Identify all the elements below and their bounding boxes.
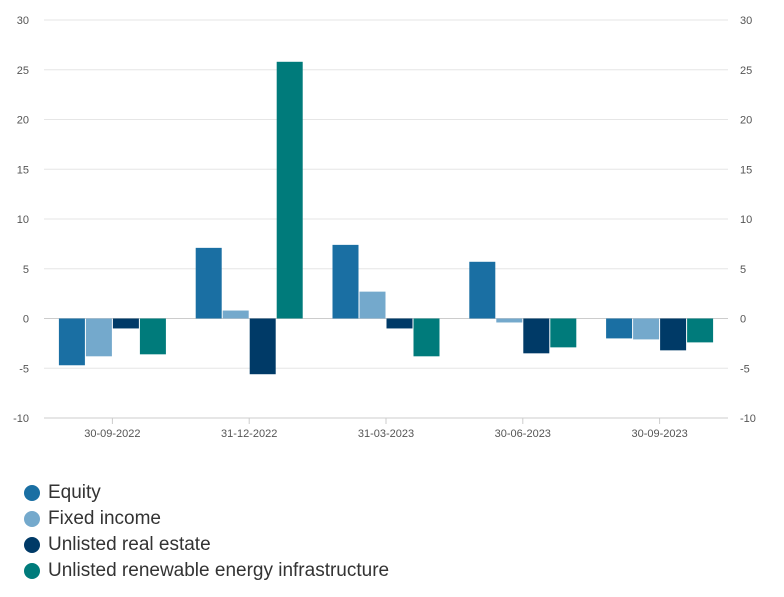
y-tick-label-left: 20: [17, 115, 29, 127]
y-tick-label-left: -10: [13, 413, 29, 425]
legend-dot-icon: [24, 485, 40, 501]
bars: [58, 61, 714, 375]
x-tick-label: 31-12-2022: [221, 428, 277, 440]
legend-label: Fixed income: [48, 508, 161, 529]
y-tick-label-right: 0: [740, 314, 746, 326]
bar-unlisted-real-estate[interactable]: [386, 318, 413, 329]
bar-equity[interactable]: [332, 244, 359, 319]
y-tick-label-right: 10: [740, 214, 752, 226]
legend-label: Unlisted real estate: [48, 534, 211, 555]
legend-dot-icon: [24, 537, 40, 553]
bar-fixed-income[interactable]: [85, 318, 112, 357]
legend-item[interactable]: Unlisted renewable energy infrastructure: [24, 558, 389, 584]
legend: Equity Fixed income Unlisted real estate Un…: [24, 480, 389, 584]
y-tick-label-right: 15: [740, 164, 752, 176]
bar-unlisted-renewable-energy-infrastructure[interactable]: [550, 318, 577, 348]
bar-unlisted-real-estate[interactable]: [249, 318, 276, 375]
y-tick-label-left: 5: [23, 264, 29, 276]
bar-fixed-income[interactable]: [359, 291, 386, 319]
bar-unlisted-renewable-energy-infrastructure[interactable]: [687, 318, 714, 343]
bar-equity[interactable]: [469, 261, 496, 319]
x-tick-label: 30-09-2023: [631, 428, 687, 440]
x-tick-label: 31-03-2023: [358, 428, 414, 440]
y-tick-label-right: 30: [740, 15, 752, 27]
y-tick-label-right: -5: [740, 363, 750, 375]
legend-label: Unlisted renewable energy infrastructure: [48, 560, 390, 581]
x-tick-label: 30-06-2023: [495, 428, 551, 440]
bar-unlisted-renewable-energy-infrastructure[interactable]: [139, 318, 166, 355]
bar-unlisted-renewable-energy-infrastructure[interactable]: [276, 61, 303, 319]
bar-fixed-income[interactable]: [496, 318, 523, 323]
legend-item[interactable]: Equity: [24, 480, 389, 506]
y-tick-label-right: 25: [740, 65, 752, 77]
y-tick-label-left: 30: [17, 15, 29, 27]
y-tick-label-left: -5: [19, 363, 29, 375]
bar-unlisted-real-estate[interactable]: [523, 318, 550, 354]
grid: [44, 19, 728, 419]
bar-unlisted-real-estate[interactable]: [112, 318, 139, 329]
y-tick-label-left: 0: [23, 314, 29, 326]
bar-equity[interactable]: [195, 247, 222, 319]
bar-unlisted-real-estate[interactable]: [660, 318, 687, 351]
legend-item[interactable]: Fixed income: [24, 506, 389, 532]
bar-fixed-income[interactable]: [222, 310, 249, 319]
bar-equity[interactable]: [606, 318, 633, 339]
bar-fixed-income[interactable]: [633, 318, 660, 340]
legend-label: Equity: [48, 482, 101, 503]
y-tick-label-left: 25: [17, 65, 29, 77]
axes: -10 -10 -5 -5 0 0 5 5 10 10 15 15 20 20 25 25 30 30 30-09-…: [13, 15, 756, 440]
legend-dot-icon: [24, 563, 40, 579]
y-tick-label-right: 5: [740, 264, 746, 276]
bar-unlisted-renewable-energy-infrastructure[interactable]: [413, 318, 440, 357]
bar-equity[interactable]: [58, 318, 85, 366]
y-tick-label-right: 20: [740, 115, 752, 127]
y-tick-label-right: -10: [740, 413, 756, 425]
legend-dot-icon: [24, 511, 40, 527]
legend-item[interactable]: Unlisted real estate: [24, 532, 389, 558]
y-tick-label-left: 15: [17, 164, 29, 176]
chart-canvas: -10 -10 -5 -5 0 0 5 5 10 10 15 15 20 20 25 25 30 30 30-09-…: [13, 15, 756, 440]
y-tick-label-left: 10: [17, 214, 29, 226]
x-tick-label: 30-09-2022: [84, 428, 140, 440]
